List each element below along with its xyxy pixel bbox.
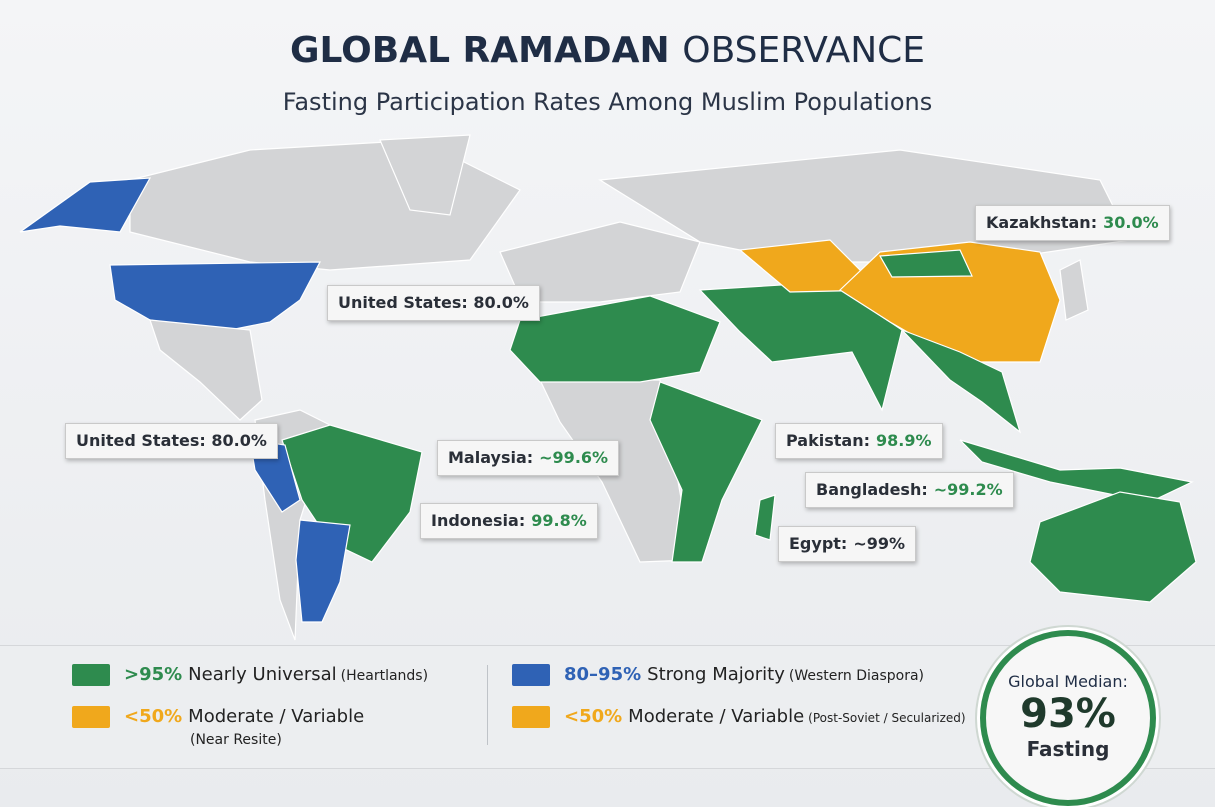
callout-value: ~99%: [853, 534, 906, 553]
land: [109, 261, 322, 333]
legend-label: Moderate / Variable: [628, 706, 805, 727]
legend-note: (Near Resite): [190, 732, 282, 748]
legend-range: <50%: [564, 706, 623, 727]
swatch: [512, 664, 550, 686]
land: [649, 381, 763, 563]
callout: Indonesia: 99.8%: [420, 503, 598, 539]
swatch: [512, 706, 550, 728]
badge-caption: Global Median:: [1008, 672, 1128, 691]
callout: Bangladesh: ~99.2%: [805, 472, 1014, 508]
callout-value: 30.0%: [1103, 213, 1159, 232]
callout-label: Pakistan:: [786, 431, 870, 450]
callout-label: Egypt:: [789, 534, 848, 553]
legend-item: <50% Moderate / Variable (Near Resite): [72, 706, 364, 748]
callout: United States: 80.0%: [65, 423, 278, 459]
callout-label: Bangladesh:: [816, 480, 928, 499]
legend-note: (Heartlands): [340, 668, 429, 684]
land: [19, 177, 152, 233]
callout-value: 99.8%: [531, 511, 587, 530]
land: [959, 439, 1194, 503]
land: [295, 519, 351, 623]
legend-range: <50%: [124, 706, 183, 727]
land: [879, 249, 973, 278]
swatch: [72, 706, 110, 728]
legend-label: Nearly Universal: [188, 664, 337, 685]
legend-range: 80–95%: [564, 664, 642, 685]
land: [281, 424, 423, 563]
median-badge: Global Median: 93% Fasting: [980, 630, 1156, 806]
land: [1059, 259, 1089, 321]
callout-value: 98.9%: [875, 431, 932, 450]
legend-label: Moderate / Variable: [188, 706, 365, 727]
subtitle: Fasting Participation Rates Among Muslim…: [282, 88, 933, 116]
land: [149, 319, 263, 421]
callout: Egypt: ~99%: [778, 526, 917, 562]
badge-value: 93%: [1020, 691, 1116, 737]
title: GLOBAL RAMADAN OBSERVANCE: [0, 30, 1215, 71]
callout: Malaysia: ~99.6%: [437, 440, 620, 476]
legend-note: (Western Diaspora): [788, 668, 925, 684]
callout: Kazakhstan: 30.0%: [975, 205, 1170, 241]
legend-item: 80–95% Strong Majority (Western Diaspora): [512, 664, 924, 686]
legend-range: >95%: [124, 664, 183, 685]
title-bold: GLOBAL RAMADAN: [289, 30, 670, 71]
callout-label: United States: 80.0%: [338, 293, 529, 312]
callout-value: ~99.6%: [539, 448, 609, 467]
land: [901, 329, 1022, 434]
callout: Pakistan: 98.9%: [775, 423, 943, 459]
callout-value: ~99.2%: [933, 480, 1003, 499]
callout-label: Kazakhstan:: [986, 213, 1098, 232]
land: [379, 134, 471, 216]
callout-label: Indonesia:: [431, 511, 526, 530]
callout-label: Malaysia:: [448, 448, 534, 467]
legend-item: >95% Nearly Universal (Heartlands): [72, 664, 428, 686]
callout: United States: 80.0%: [327, 285, 540, 321]
legend-item: <50% Moderate / Variable (Post-Soviet / Se…: [512, 706, 966, 728]
title-light: OBSERVANCE: [682, 30, 926, 71]
divider: [487, 665, 488, 745]
callout-label: United States: 80.0%: [76, 431, 267, 450]
swatch: [72, 664, 110, 686]
legend-label: Strong Majority: [647, 664, 785, 685]
land: [754, 494, 776, 541]
badge-footer: Fasting: [1026, 737, 1110, 761]
land: [1029, 491, 1197, 603]
land: [509, 295, 721, 383]
legend-note: (Post-Soviet / Secularized): [808, 711, 966, 725]
